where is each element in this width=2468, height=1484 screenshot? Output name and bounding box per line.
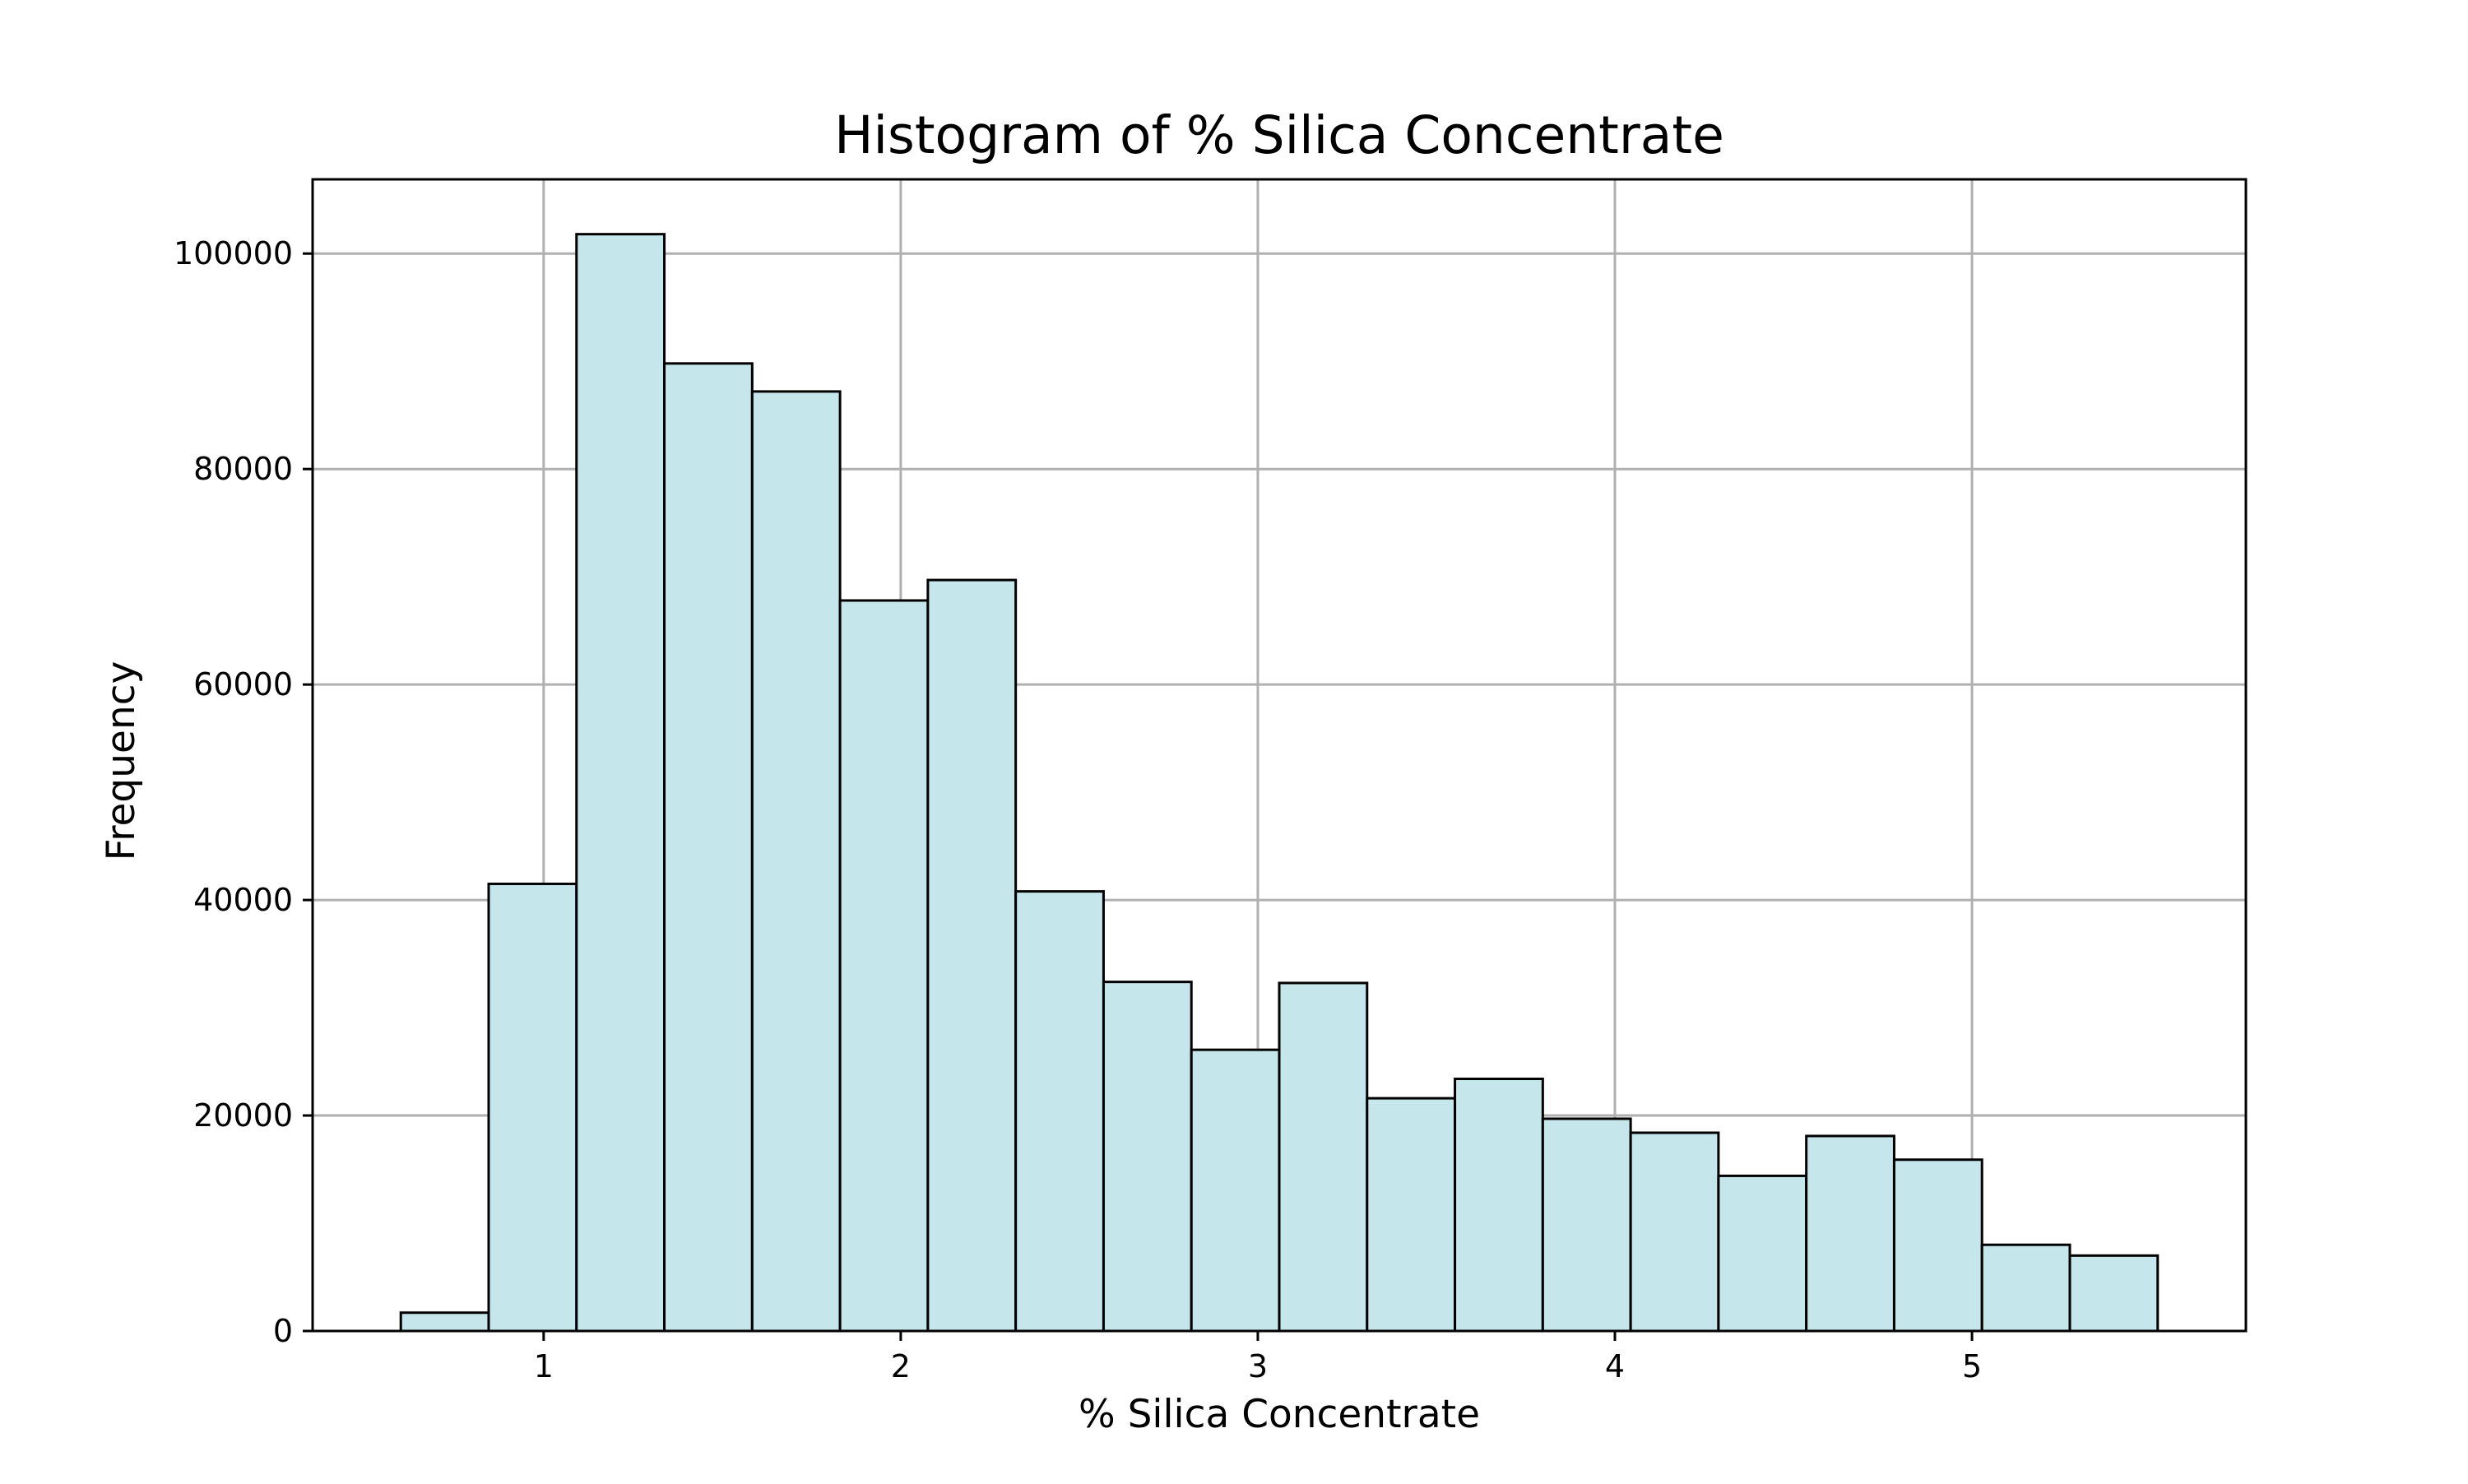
- histogram-bar-10: [1190, 1048, 1281, 1333]
- y-axis-ticks: 0 20000 40000 60000 80000 100000: [174, 235, 313, 1349]
- y-tick-label: 20000: [193, 1097, 293, 1134]
- histogram-bar-1: [399, 1311, 490, 1333]
- x-tick-label: 5: [1962, 1348, 1982, 1384]
- histogram-bar-11: [1278, 981, 1369, 1333]
- histogram-bar-13: [1454, 1078, 1544, 1333]
- y-tick-label: 80000: [193, 451, 293, 487]
- histogram-bar-16: [1717, 1174, 1808, 1333]
- x-tick-label: 1: [534, 1348, 554, 1384]
- histogram-bar-20: [2068, 1254, 2160, 1333]
- histogram-bar-9: [1102, 981, 1193, 1333]
- x-tick-label: 2: [891, 1348, 911, 1384]
- y-tick-label: 40000: [193, 882, 293, 918]
- histogram-bar-3: [575, 233, 666, 1333]
- x-tick-label: 3: [1248, 1348, 1268, 1384]
- chart-title: Histogram of % Silica Concentrate: [834, 105, 1724, 165]
- histogram-bar-2: [487, 882, 578, 1333]
- histogram-bar-5: [750, 390, 842, 1333]
- histogram-bar-8: [1014, 890, 1105, 1333]
- histogram-bar-14: [1541, 1117, 1632, 1333]
- y-axis-label: Frequency: [99, 661, 144, 861]
- histogram-bars: [399, 233, 2160, 1333]
- histogram-bar-18: [1892, 1158, 1983, 1333]
- histogram-bar-6: [838, 599, 930, 1333]
- y-tick-label: 0: [273, 1313, 293, 1349]
- histogram-bar-19: [1980, 1243, 2071, 1333]
- histogram-bar-12: [1366, 1097, 1457, 1333]
- histogram-bar-15: [1629, 1131, 1720, 1333]
- plot-frame: [311, 178, 2248, 1333]
- x-tick-label: 4: [1605, 1348, 1625, 1384]
- x-axis-ticks: 1 2 3 4 5: [534, 1331, 1982, 1384]
- x-axis-label: % Silica Concentrate: [1079, 1392, 1480, 1437]
- y-tick-label: 100000: [174, 235, 293, 271]
- y-tick-label: 60000: [193, 666, 293, 703]
- histogram-bar-7: [926, 578, 1018, 1333]
- histogram-bar-17: [1805, 1134, 1895, 1333]
- histogram-bar-4: [663, 362, 754, 1333]
